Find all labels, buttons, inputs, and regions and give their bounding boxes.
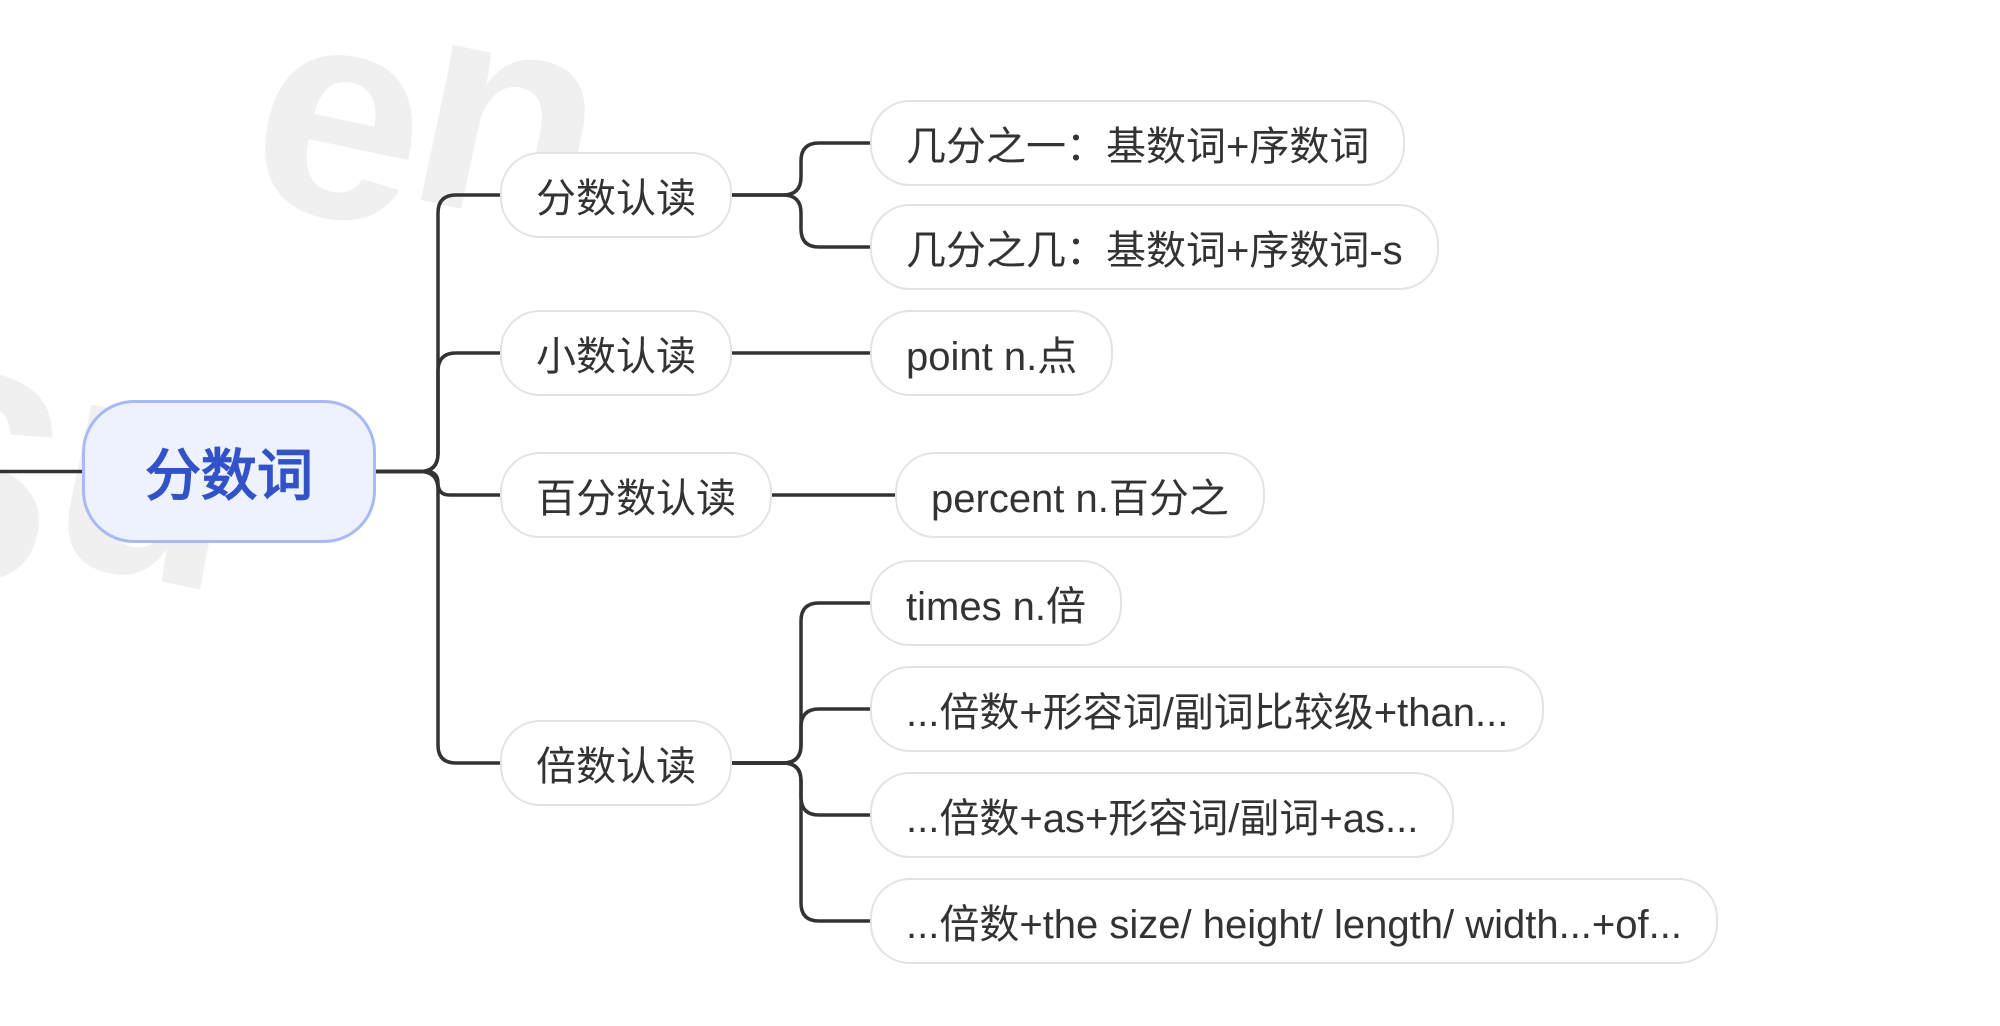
leaf-label: ...倍数+the size/ height/ length/ width...…	[906, 892, 1682, 950]
root-label: 分数词	[145, 431, 313, 512]
leaf-label: 几分之几：基数词+序数词-s	[906, 218, 1403, 276]
branch-node-percent-reading: 百分数认读	[500, 452, 772, 538]
root-node: 分数词	[82, 400, 376, 543]
leaf-label: percent n.百分之	[931, 466, 1229, 524]
nodes-layer: 分数词 分数认读 小数认读 百分数认读 倍数认读 几分之一：基数词+序数词 几分…	[0, 0, 2000, 1026]
branch-label: 百分数认读	[536, 466, 736, 524]
branch-label: 倍数认读	[536, 734, 696, 792]
branch-node-decimal-reading: 小数认读	[500, 310, 732, 396]
leaf-node: ...倍数+形容词/副词比较级+than...	[870, 666, 1544, 752]
leaf-label: 几分之一：基数词+序数词	[906, 114, 1369, 172]
leaf-node: 几分之几：基数词+序数词-s	[870, 204, 1439, 290]
leaf-node: ...倍数+as+形容词/副词+as...	[870, 772, 1454, 858]
branch-node-multiple-reading: 倍数认读	[500, 720, 732, 806]
leaf-node: percent n.百分之	[895, 452, 1265, 538]
branch-label: 分数认读	[536, 166, 696, 224]
leaf-node: 几分之一：基数词+序数词	[870, 100, 1405, 186]
branch-node-fraction-reading: 分数认读	[500, 152, 732, 238]
branch-label: 小数认读	[536, 324, 696, 382]
leaf-node: times n.倍	[870, 560, 1122, 646]
leaf-label: times n.倍	[906, 574, 1086, 632]
leaf-label: ...倍数+形容词/副词比较级+than...	[906, 680, 1508, 738]
leaf-node: point n.点	[870, 310, 1113, 396]
leaf-label: point n.点	[906, 324, 1077, 382]
leaf-node: ...倍数+the size/ height/ length/ width...…	[870, 878, 1718, 964]
leaf-label: ...倍数+as+形容词/副词+as...	[906, 786, 1418, 844]
